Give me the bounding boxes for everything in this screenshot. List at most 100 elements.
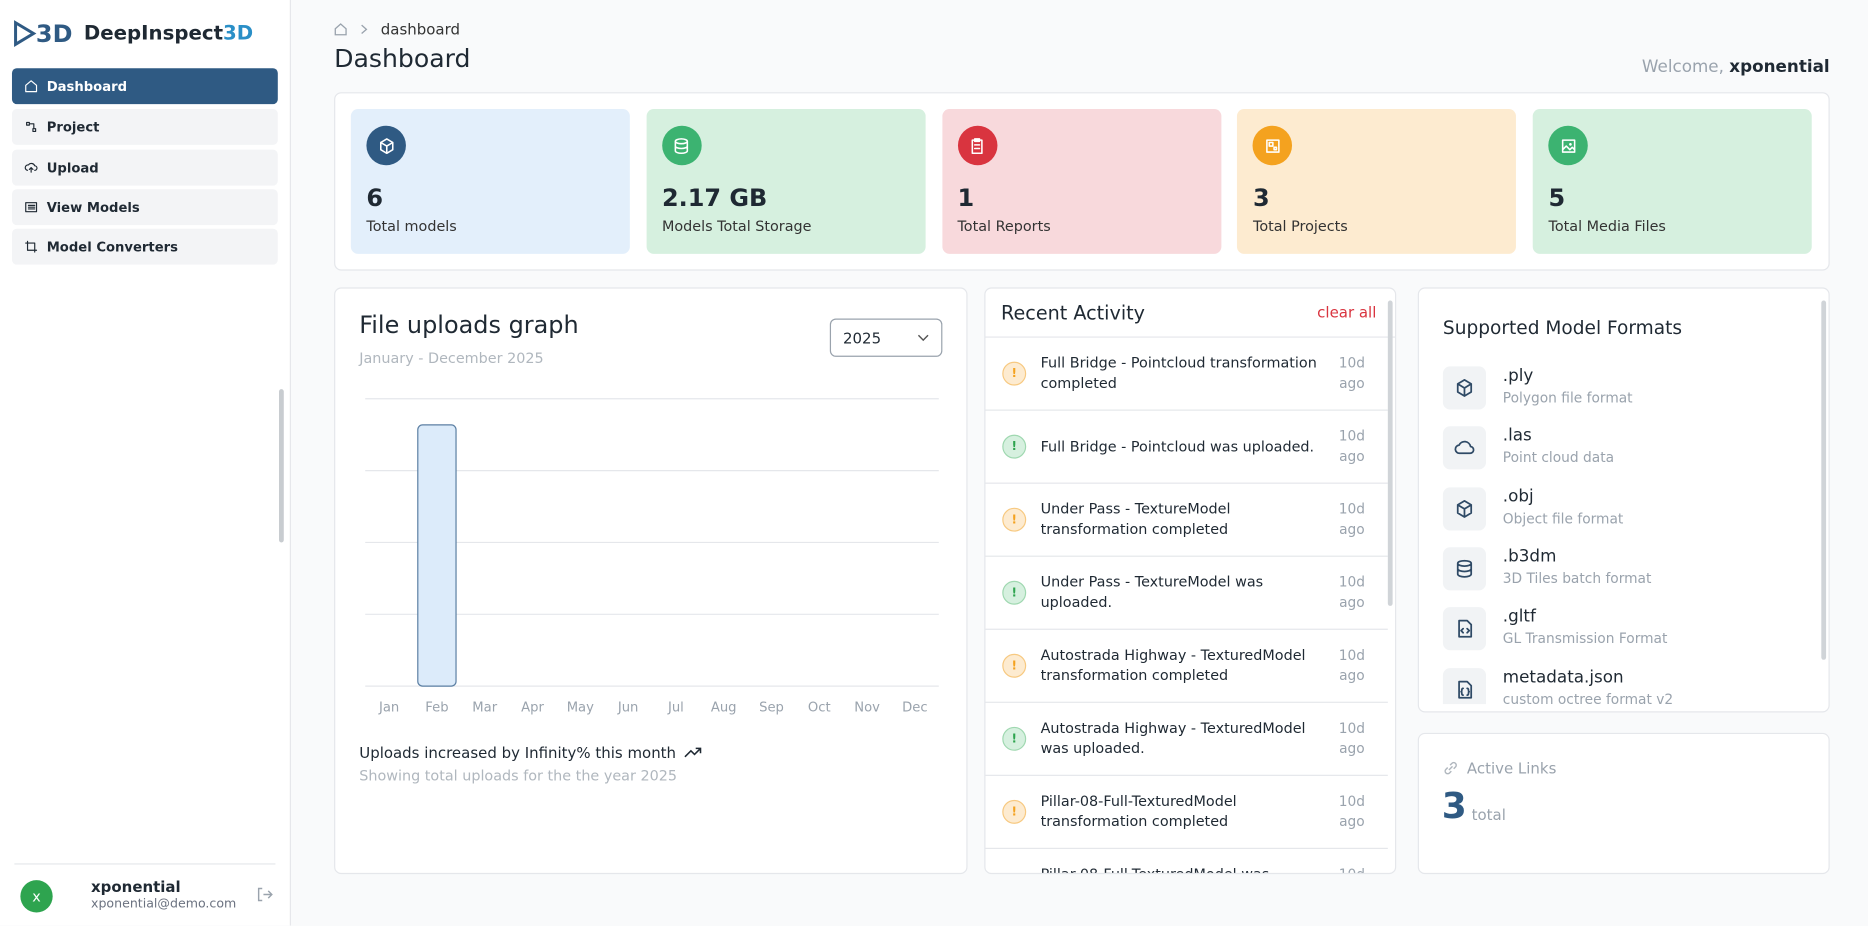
format-icon [1442,667,1487,705]
scrollbar [279,389,284,543]
activity-text: Full Bridge - Pointcloud was uploaded. [1040,437,1315,455]
icon-path [26,121,37,133]
stat-icon [957,125,997,166]
welcome-user: xponential [1729,57,1830,77]
icon-path [1454,441,1475,455]
activity-text: Under Pass - TextureModel was uploaded. [1040,573,1264,611]
logout-button[interactable] [256,886,273,903]
icon [1458,619,1473,638]
format-name: .ply [1502,366,1534,386]
activity-text: Autostrada Highway - TexturedModel was u… [1040,719,1306,757]
nav-item[interactable]: Upload [11,149,278,186]
icon-path [971,137,983,154]
brand-name: DeepInspect [83,21,224,45]
format-icon [1442,486,1487,530]
links-panel: Active Links 3 total [1417,732,1830,875]
activity-item: ! Full Bridge - Pointcloud transformation… [985,338,1388,411]
activity-time: 10d ago [1338,792,1366,830]
x-tick-label: Mar [472,700,497,715]
format-name: metadata.json [1502,667,1624,687]
stat-label: Models Total Storage [661,217,812,235]
nav-item[interactable]: Model Converters [11,228,278,265]
x-tick-label: Jul [667,700,684,715]
x-tick-label: Dec [902,700,927,715]
format-icon [1442,366,1487,410]
stat-label: Total models [366,217,457,235]
activity-item: ! Under Pass - TextureModel was uploaded.… [985,557,1388,630]
stat-card: 5 Total Media Files [1532,108,1812,254]
nav-item[interactable]: View Models [11,189,278,226]
format-name: .obj [1502,486,1534,507]
format-name: .las [1502,426,1532,446]
chart-footer: Uploads increased by Infinity% this mont… [359,744,702,762]
brand: DeepInspect3D [84,22,253,45]
link-icon [1444,761,1457,775]
icon-path [25,240,38,253]
trend-icon [683,747,701,758]
logo: 3D [14,20,72,48]
nav-label: Project [46,119,100,135]
format-name: .gltf [1502,607,1536,627]
status-icon: ! [1002,872,1027,873]
activity-text: Autostrada Highway - TexturedModel trans… [1040,646,1306,684]
nav-label: Model Converters [46,238,179,255]
status-icon: ! [1002,726,1027,751]
format-item: .gltf GL Transmission Format [1442,607,1802,667]
nav-item[interactable]: Project [11,108,278,145]
brand-suffix: 3D [223,21,254,45]
page-title: Dashboard [334,44,471,74]
icon-path [1456,379,1473,397]
nav-item[interactable]: Dashboard [11,68,278,105]
activity-item: ! Under Pass - TextureModel transformatio… [985,484,1388,557]
breadcrumb[interactable]: dashboard [380,20,460,39]
status-icon: ! [1002,507,1027,532]
icon [1456,379,1473,397]
status-icon: ! [1002,580,1027,605]
chevron [917,334,929,342]
activity-time: 10d ago [1338,719,1366,757]
formats-title: Supported Model Formats [1442,317,1683,339]
icon [971,137,983,154]
icon-path [379,137,393,154]
activity-time: 10d ago [1338,573,1366,611]
activity-item: ! Full Bridge - Pointcloud was uploaded. 1… [985,411,1388,484]
welcome-text: Welcome, [1641,57,1724,77]
home-icon[interactable] [333,22,349,38]
icon-path [1456,499,1473,518]
activity-panel: Recent Activity clear all ! Full Bridge -… [984,287,1397,875]
x-tick-label: Aug [711,700,737,715]
divider [985,336,1396,338]
format-icon [1442,607,1487,651]
links-title: Active Links [1466,759,1557,778]
format-item: .obj Object file format [1442,486,1802,547]
avatar: x [20,880,53,913]
stat-icon [366,125,406,166]
stat-value: 6 [366,183,384,212]
icon [25,80,38,93]
format-desc: Point cloud data [1502,449,1615,467]
stat-label: Total Projects [1252,217,1348,235]
clear-all[interactable]: clear all [1317,302,1377,321]
stat-value: 1 [957,183,975,212]
scrollbar [1387,300,1393,606]
format-name: .b3dm [1502,547,1557,567]
year-select[interactable]: 2025 [829,318,943,357]
links-unit: total [1471,805,1506,824]
user-email: xponential@demo.com [91,896,237,912]
icon [1265,138,1280,153]
icon-path [1456,559,1473,578]
scrollbar [1821,300,1827,660]
stat-card: 3 Total Projects [1237,108,1517,254]
icon-path [1458,680,1473,699]
icon-path [1458,619,1473,638]
stat-icon [1548,125,1589,166]
activity-item: ! Pillar-08-Full-TexturedModel was upload… [985,849,1387,873]
icon [379,137,393,154]
format-desc: 3D Tiles batch format [1502,569,1652,587]
format-icon [1442,547,1487,591]
icon-path [25,80,38,93]
nav-label: Upload [46,159,99,176]
icon [1561,138,1576,153]
activity-time: 10d ago [1338,646,1366,684]
nav-label: Dashboard [46,78,128,94]
